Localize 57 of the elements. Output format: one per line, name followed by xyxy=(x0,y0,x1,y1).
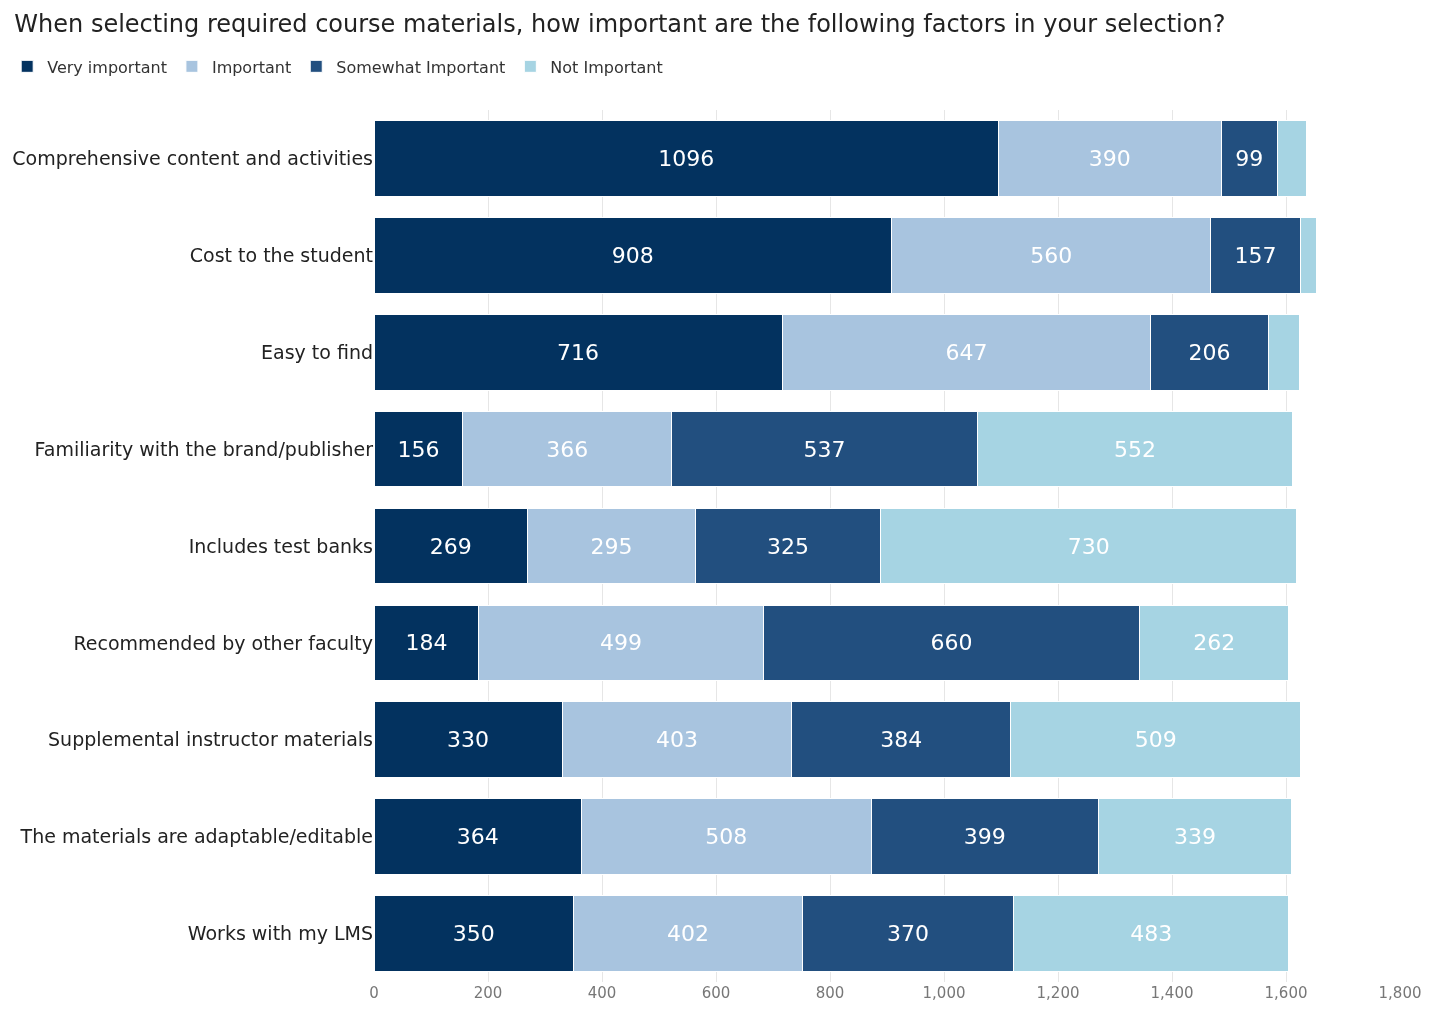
legend-label: Very important xyxy=(47,57,167,77)
y-tick-label: Works with my LMS xyxy=(187,922,373,945)
x-tick-label: 200 xyxy=(473,984,503,1002)
data-label: 350 xyxy=(452,921,495,947)
data-label: 403 xyxy=(655,727,698,753)
x-tick-label: 1,000 xyxy=(922,984,966,1002)
y-tick-label: Comprehensive content and activities xyxy=(12,147,373,170)
data-label: 499 xyxy=(600,630,643,656)
x-tick-label: 1,200 xyxy=(1036,984,1080,1002)
data-label: 509 xyxy=(1134,727,1177,753)
data-label: 156 xyxy=(397,436,440,462)
data-label: 269 xyxy=(429,533,472,559)
data-label: 330 xyxy=(447,727,490,753)
data-label: 560 xyxy=(1030,242,1073,268)
x-tick-label: 600 xyxy=(701,984,731,1002)
y-tick-label: The materials are adaptable/editable xyxy=(19,825,373,848)
data-label: 384 xyxy=(880,727,923,753)
data-label: 325 xyxy=(767,533,810,559)
data-label: 399 xyxy=(963,824,1006,850)
data-label: 366 xyxy=(546,436,589,462)
x-tick-label: 800 xyxy=(815,984,845,1002)
data-label: 660 xyxy=(930,630,973,656)
data-label: 206 xyxy=(1188,339,1231,365)
data-label: 730 xyxy=(1067,533,1110,559)
y-tick-label: Familiarity with the brand/publisher xyxy=(34,437,374,460)
chart-title: When selecting required course materials, how important are the following factors in your selection? xyxy=(14,10,1226,39)
data-label: 295 xyxy=(590,533,633,559)
data-label: 364 xyxy=(456,824,499,850)
data-label: 908 xyxy=(611,242,654,268)
data-label: 339 xyxy=(1174,824,1217,850)
data-label: 552 xyxy=(1113,436,1156,462)
y-tick-label: Recommended by other faculty xyxy=(73,631,373,654)
data-label: 716 xyxy=(557,339,600,365)
data-label: 390 xyxy=(1088,145,1131,171)
data-label: 370 xyxy=(887,921,930,947)
y-tick-label: Includes test banks xyxy=(188,534,373,557)
data-label: 508 xyxy=(705,824,748,850)
data-label: 647 xyxy=(945,339,988,365)
y-tick-label: Cost to the student xyxy=(189,243,373,266)
legend-label: Not Important xyxy=(550,57,663,77)
data-label: 537 xyxy=(803,436,846,462)
legend-label: Somewhat Important xyxy=(336,57,506,77)
legend-label: Important xyxy=(211,57,292,77)
data-label: 184 xyxy=(405,630,448,656)
x-tick-label: 1,400 xyxy=(1150,984,1194,1002)
y-tick-label: Supplemental instructor materials xyxy=(48,728,373,751)
x-tick-label: 400 xyxy=(587,984,617,1002)
data-label: 402 xyxy=(667,921,710,947)
data-label: 1096 xyxy=(658,145,715,171)
x-tick-label: 1,800 xyxy=(1378,984,1422,1002)
data-label: 483 xyxy=(1130,921,1173,947)
x-tick-label: 1,600 xyxy=(1264,984,1308,1002)
y-tick-label: Easy to find xyxy=(260,340,373,363)
data-label: 262 xyxy=(1193,630,1236,656)
x-tick-label: 0 xyxy=(369,984,379,1002)
data-label: 99 xyxy=(1235,145,1264,171)
data-label: 157 xyxy=(1234,242,1277,268)
